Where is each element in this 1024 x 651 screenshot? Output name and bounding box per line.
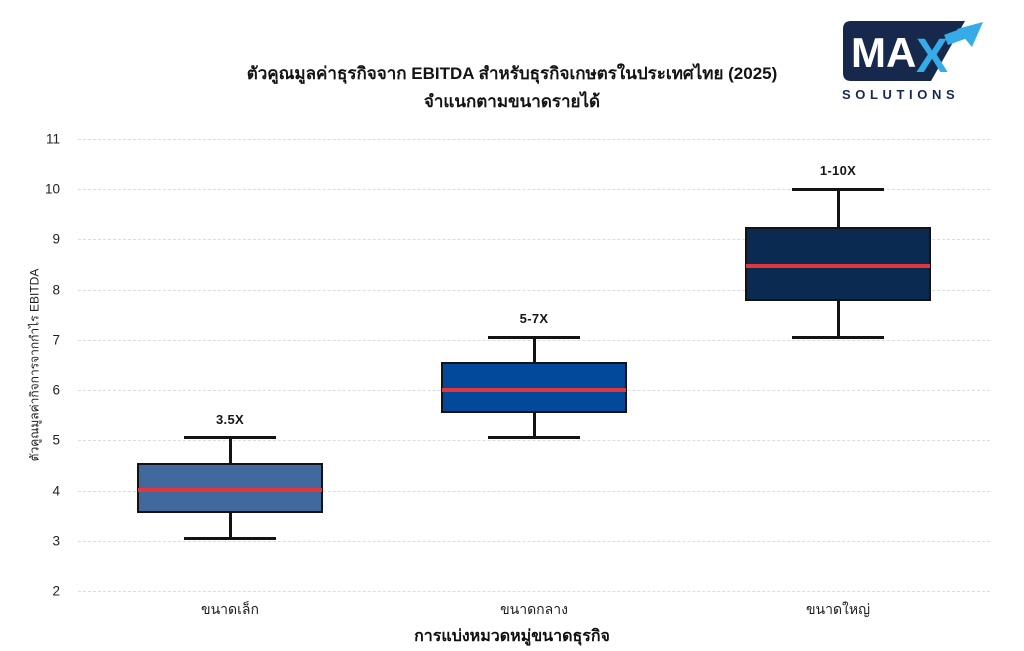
gridline xyxy=(78,189,990,191)
whisker-top xyxy=(228,437,232,463)
whisker-cap-bottom xyxy=(792,335,884,339)
whisker-top xyxy=(532,337,536,363)
x-category-label: ขนาดเล็ก xyxy=(201,601,259,617)
boxplot-plot-area: 3.5X 5-7X 1-10X xyxy=(78,139,990,592)
max-logo-mark: MA X xyxy=(843,21,983,83)
whisker-bottom xyxy=(836,300,840,338)
box-range-label: 1-10X xyxy=(819,163,857,179)
x-axis-title: การแบ่งหมวดหมู่ขนาดธุรกิจ xyxy=(414,628,610,645)
gridline xyxy=(78,239,990,241)
chart-subtitle: จำแนกตามขนาดรายได้ xyxy=(423,92,601,112)
y-tick-label: 3 xyxy=(52,533,60,549)
y-tick-label: 2 xyxy=(52,583,60,599)
y-tick-label: 11 xyxy=(45,131,60,147)
x-category-label: ขนาดกลาง xyxy=(500,601,568,617)
y-axis-ticks: 2 3 4 5 6 7 8 9 10 11 xyxy=(0,132,66,599)
median-line xyxy=(746,263,930,268)
x-category-label: ขนาดใหญ่ xyxy=(805,601,871,617)
y-tick-label: 6 xyxy=(52,382,60,398)
y-tick-label: 8 xyxy=(52,282,60,298)
logo-text-ma: MA xyxy=(851,29,916,76)
whisker-bottom xyxy=(532,412,536,438)
box-iqr xyxy=(745,226,931,301)
whisker-cap-bottom xyxy=(488,436,580,440)
y-tick-label: 9 xyxy=(52,231,60,247)
box-iqr xyxy=(137,462,323,514)
logo-subtitle: SOLUTIONS xyxy=(842,87,960,102)
logo: MA X SOLUTIONS xyxy=(842,20,994,102)
y-tick-label: 4 xyxy=(52,483,60,499)
arrow-shaft xyxy=(944,26,970,46)
box-range-label: 5-7X xyxy=(519,311,549,327)
gridline xyxy=(78,540,990,542)
chart-title: ตัวคูณมูลค่าธุรกิจจาก EBITDA สำหรับธุรกิ… xyxy=(246,64,778,83)
whisker-cap-top xyxy=(792,187,884,191)
whisker-cap-top xyxy=(488,335,580,339)
median-line xyxy=(442,387,626,392)
y-tick-label: 7 xyxy=(52,332,60,348)
logo-text-x: X xyxy=(916,30,948,83)
whisker-cap-bottom xyxy=(184,536,276,540)
y-tick-label: 10 xyxy=(44,181,60,197)
box-range-label: 3.5X xyxy=(216,411,244,427)
whisker-bottom xyxy=(228,513,232,539)
whisker-top xyxy=(836,189,840,227)
gridline xyxy=(78,490,990,492)
y-tick-label: 5 xyxy=(52,432,60,448)
logo-box xyxy=(843,21,965,81)
gridline xyxy=(78,440,990,442)
gridline xyxy=(78,289,990,291)
gridline xyxy=(78,139,990,140)
gridline xyxy=(78,591,990,592)
chart-title-block: ตัวคูณมูลค่าธุรกิจจาก EBITDA สำหรับธุรกิ… xyxy=(0,60,1024,116)
box-iqr xyxy=(441,362,627,413)
median-line xyxy=(138,488,322,493)
whisker-cap-top xyxy=(184,436,276,440)
